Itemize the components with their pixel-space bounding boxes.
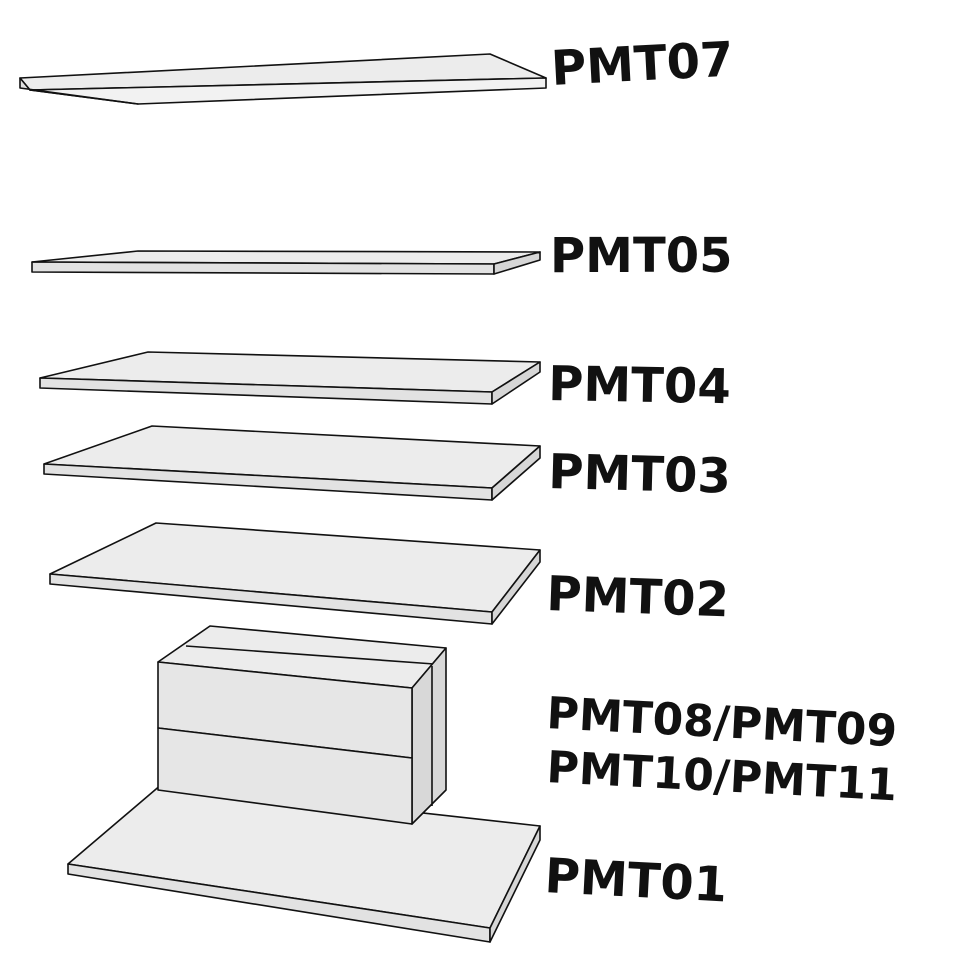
- plate-pmt07: [19, 53, 547, 105]
- plate-pmt04: [39, 351, 541, 405]
- plate-pmt02: [49, 522, 541, 625]
- plate-pmt03: [43, 425, 541, 501]
- label-pmt04: PMT04: [548, 356, 731, 415]
- label-pmt03: PMT03: [548, 444, 732, 505]
- label-pmt02: PMT02: [546, 566, 730, 628]
- plate-pmt01: [67, 783, 541, 943]
- block-stack-pmt08-11: [157, 625, 447, 825]
- label-pmt01: PMT01: [543, 848, 728, 913]
- label-pmt05: PMT05: [550, 228, 732, 284]
- label-pmt07: PMT07: [550, 32, 735, 97]
- plate-pmt05: [31, 250, 541, 275]
